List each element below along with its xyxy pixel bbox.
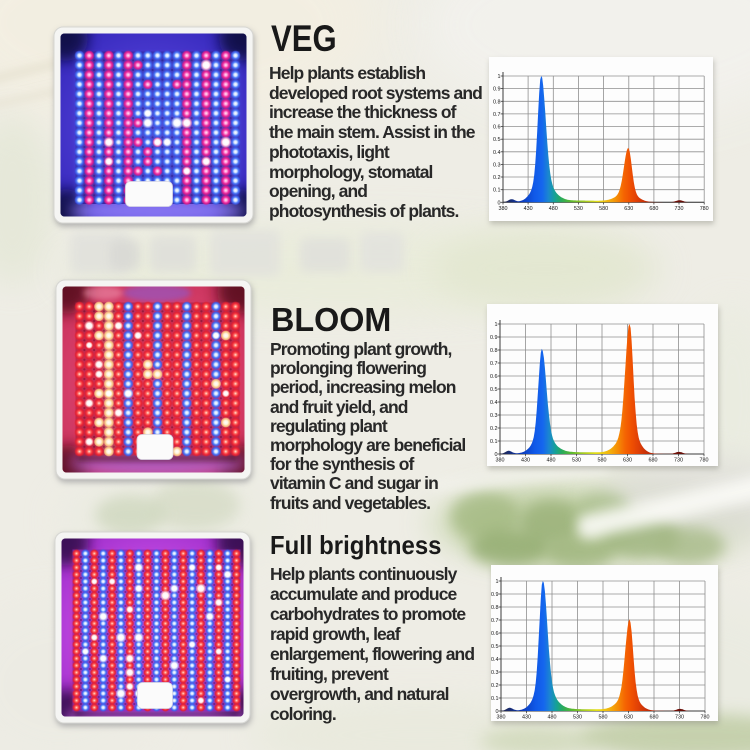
svg-text:0.2: 0.2 [490,426,498,432]
svg-text:0.9: 0.9 [493,87,501,93]
svg-text:580: 580 [598,458,607,464]
svg-text:730: 730 [675,206,684,212]
svg-text:630: 630 [624,206,633,212]
svg-text:0: 0 [495,452,498,458]
svg-text:0.9: 0.9 [490,335,498,341]
svg-text:0.1: 0.1 [491,696,499,702]
svg-text:430: 430 [524,206,533,212]
svg-text:1: 1 [496,579,499,585]
svg-text:630: 630 [623,458,632,464]
svg-text:0.7: 0.7 [493,112,501,118]
svg-text:380: 380 [497,715,506,721]
svg-text:530: 530 [573,715,582,721]
svg-text:0.3: 0.3 [491,670,499,676]
svg-text:780: 780 [700,206,709,212]
svg-text:680: 680 [650,715,659,721]
svg-text:1: 1 [495,322,498,328]
svg-text:380: 380 [499,206,508,212]
svg-text:430: 430 [522,715,531,721]
svg-text:680: 680 [649,206,658,212]
svg-text:380: 380 [496,458,505,464]
svg-text:480: 480 [547,458,556,464]
svg-text:730: 730 [674,458,683,464]
svg-text:0.4: 0.4 [490,400,498,406]
svg-text:0.4: 0.4 [493,150,501,156]
svg-text:0.8: 0.8 [490,348,498,354]
svg-text:0.7: 0.7 [490,361,498,367]
svg-text:630: 630 [624,715,633,721]
svg-text:0.5: 0.5 [490,387,498,393]
svg-text:0.7: 0.7 [491,618,499,624]
svg-text:0.6: 0.6 [493,125,501,131]
svg-text:0.6: 0.6 [491,631,499,637]
svg-text:0.8: 0.8 [493,99,501,105]
svg-text:580: 580 [599,715,608,721]
svg-text:0.4: 0.4 [491,657,499,663]
svg-text:480: 480 [548,715,557,721]
svg-text:780: 780 [700,458,709,464]
svg-text:0.1: 0.1 [490,439,498,445]
svg-text:0.5: 0.5 [491,644,499,650]
svg-text:0.3: 0.3 [493,162,501,168]
svg-text:0.9: 0.9 [491,592,499,598]
svg-text:0.1: 0.1 [493,188,501,194]
svg-text:780: 780 [701,715,710,721]
svg-text:0.3: 0.3 [490,413,498,419]
svg-text:480: 480 [549,206,558,212]
svg-text:530: 530 [572,458,581,464]
svg-text:0.8: 0.8 [491,605,499,611]
svg-text:530: 530 [574,206,583,212]
svg-text:730: 730 [675,715,684,721]
svg-text:580: 580 [599,206,608,212]
svg-text:0.2: 0.2 [493,175,501,181]
svg-text:0: 0 [498,200,501,206]
svg-text:0.2: 0.2 [491,683,499,689]
svg-text:430: 430 [521,458,530,464]
svg-text:0.5: 0.5 [493,137,501,143]
svg-text:680: 680 [649,458,658,464]
svg-text:0: 0 [496,709,499,715]
svg-text:1: 1 [498,74,501,80]
svg-text:0.6: 0.6 [490,374,498,380]
